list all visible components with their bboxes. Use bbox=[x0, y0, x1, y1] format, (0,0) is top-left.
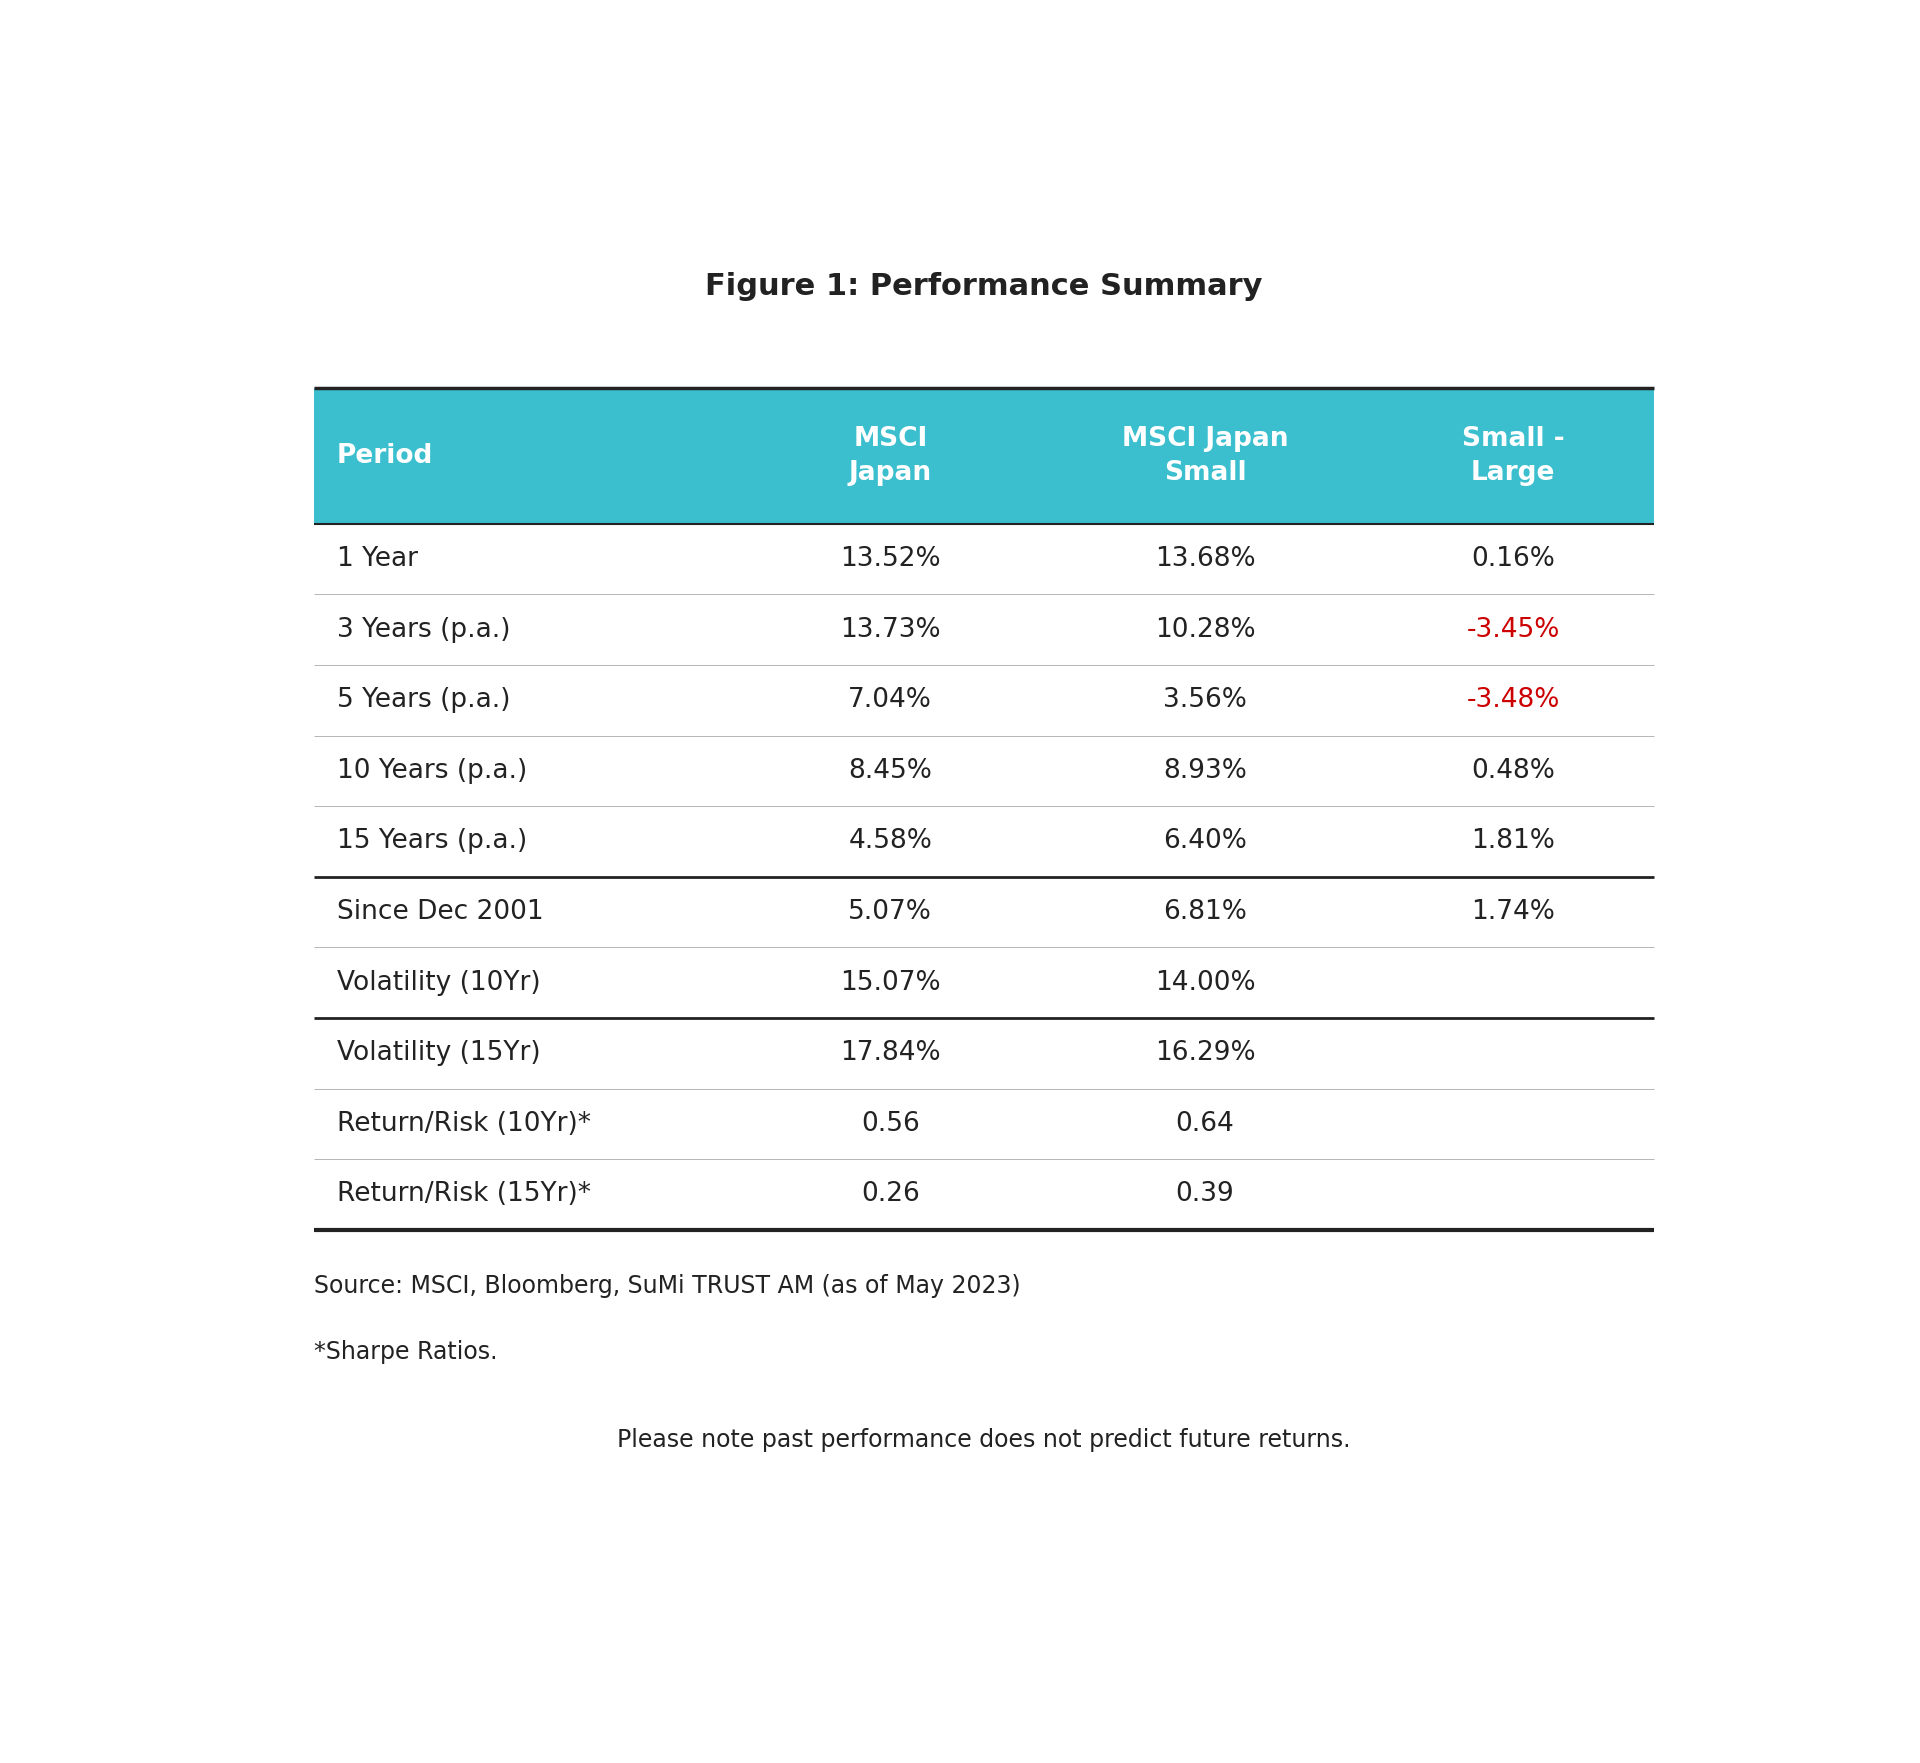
Text: 0.26: 0.26 bbox=[860, 1181, 920, 1208]
Text: MSCI Japan
Small: MSCI Japan Small bbox=[1121, 427, 1288, 487]
Text: 3.56%: 3.56% bbox=[1164, 688, 1246, 714]
Text: 0.64: 0.64 bbox=[1175, 1111, 1235, 1137]
Text: 10 Years (p.a.): 10 Years (p.a.) bbox=[336, 758, 526, 785]
Text: 7.04%: 7.04% bbox=[849, 688, 933, 714]
Text: Volatility (10Yr): Volatility (10Yr) bbox=[336, 970, 540, 996]
FancyBboxPatch shape bbox=[315, 388, 1653, 524]
Text: 6.81%: 6.81% bbox=[1164, 899, 1246, 926]
Text: 1 Year: 1 Year bbox=[336, 547, 419, 571]
Text: 13.68%: 13.68% bbox=[1154, 547, 1256, 571]
Text: Since Dec 2001: Since Dec 2001 bbox=[336, 899, 543, 926]
Text: 10.28%: 10.28% bbox=[1154, 617, 1256, 643]
Text: MSCI
Japan: MSCI Japan bbox=[849, 427, 931, 487]
Text: Return/Risk (15Yr)*: Return/Risk (15Yr)* bbox=[336, 1181, 591, 1208]
Text: 1.81%: 1.81% bbox=[1471, 829, 1555, 855]
Text: 6.40%: 6.40% bbox=[1164, 829, 1246, 855]
Text: 8.45%: 8.45% bbox=[849, 758, 933, 785]
Text: Return/Risk (10Yr)*: Return/Risk (10Yr)* bbox=[336, 1111, 591, 1137]
Text: 5 Years (p.a.): 5 Years (p.a.) bbox=[336, 688, 511, 714]
Text: 13.52%: 13.52% bbox=[839, 547, 941, 571]
Text: *Sharpe Ratios.: *Sharpe Ratios. bbox=[315, 1340, 497, 1363]
Text: Volatility (15Yr): Volatility (15Yr) bbox=[336, 1040, 540, 1067]
Text: Small -
Large: Small - Large bbox=[1461, 427, 1565, 487]
Text: 0.16%: 0.16% bbox=[1471, 547, 1555, 571]
Text: 15 Years (p.a.): 15 Years (p.a.) bbox=[336, 829, 526, 855]
Text: 0.39: 0.39 bbox=[1175, 1181, 1235, 1208]
Text: Please note past performance does not predict future returns.: Please note past performance does not pr… bbox=[616, 1428, 1352, 1453]
Text: 15.07%: 15.07% bbox=[839, 970, 941, 996]
Text: Figure 1: Performance Summary: Figure 1: Performance Summary bbox=[705, 272, 1263, 301]
Text: 17.84%: 17.84% bbox=[839, 1040, 941, 1067]
Text: 3 Years (p.a.): 3 Years (p.a.) bbox=[336, 617, 511, 643]
Text: 8.93%: 8.93% bbox=[1164, 758, 1246, 785]
Text: 14.00%: 14.00% bbox=[1154, 970, 1256, 996]
Text: Period: Period bbox=[336, 443, 434, 469]
Text: 13.73%: 13.73% bbox=[839, 617, 941, 643]
Text: -3.45%: -3.45% bbox=[1467, 617, 1559, 643]
Text: 5.07%: 5.07% bbox=[849, 899, 933, 926]
Text: 4.58%: 4.58% bbox=[849, 829, 933, 855]
Text: 0.48%: 0.48% bbox=[1471, 758, 1555, 785]
Text: Source: MSCI, Bloomberg, SuMi TRUST AM (as of May 2023): Source: MSCI, Bloomberg, SuMi TRUST AM (… bbox=[315, 1275, 1021, 1299]
Text: 16.29%: 16.29% bbox=[1154, 1040, 1256, 1067]
Text: 1.74%: 1.74% bbox=[1471, 899, 1555, 926]
Text: -3.48%: -3.48% bbox=[1467, 688, 1559, 714]
Text: 0.56: 0.56 bbox=[860, 1111, 920, 1137]
